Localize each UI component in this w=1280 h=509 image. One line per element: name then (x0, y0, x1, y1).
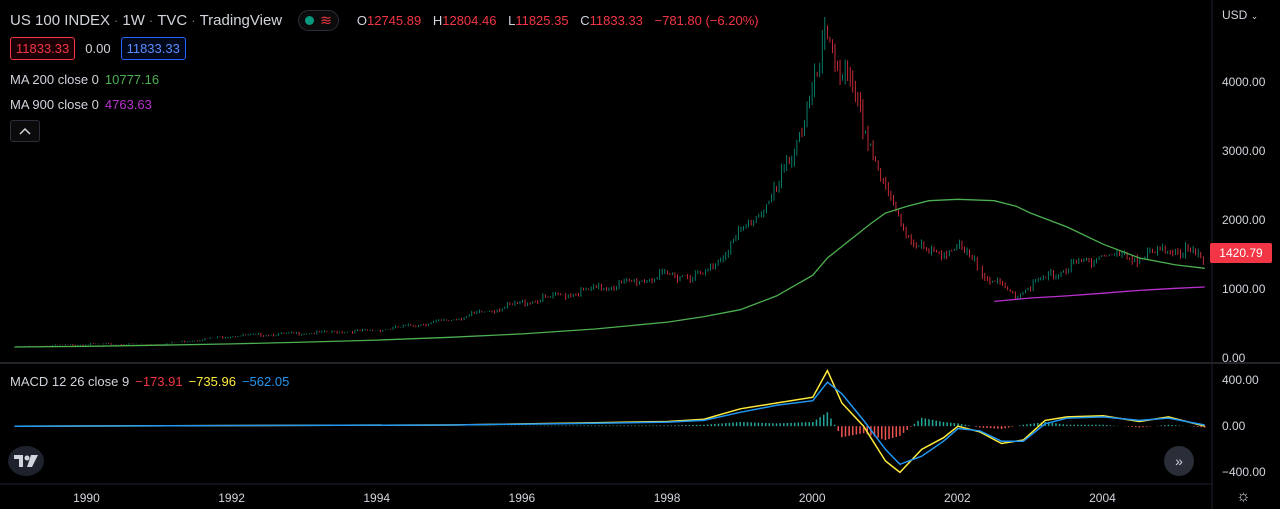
time-tick-label: 1990 (73, 491, 100, 505)
macd-histogram (452, 412, 1206, 441)
close-value: 11833.33 (589, 13, 643, 28)
trade-row: 11833.33 0.00 11833.33 (10, 37, 186, 60)
ma200-value: 10777.16 (104, 72, 160, 87)
price-candles (16, 17, 1204, 348)
time-tick-label: 2002 (943, 491, 971, 505)
price-tick-label: 1000.00 (1222, 282, 1266, 297)
signal-value: −562.05 (241, 374, 290, 389)
sell-button[interactable]: 11833.33 (10, 37, 76, 60)
scroll-to-realtime-button[interactable]: » (1164, 446, 1194, 476)
time-tick-label: 1998 (653, 491, 681, 505)
ma200-label: MA 200 close 0 (10, 72, 99, 87)
double-chevron-right-icon: » (1175, 453, 1183, 469)
macd-line (14, 368, 1205, 474)
macd-tick-label: −400.00 (1222, 465, 1266, 480)
ma900-value: 4763.63 (104, 97, 152, 112)
high-value: 12804.46 (442, 13, 497, 28)
macd-hist-value: −173.91 (135, 374, 183, 389)
close-key: C (580, 13, 590, 28)
price-tick-label: 0.00 (1222, 351, 1246, 365)
interval[interactable]: 1W (122, 12, 145, 29)
ohlc-values: O12745.89 H12804.46 L11825.35 C11833.33 … (349, 13, 759, 28)
ma900-line (994, 286, 1205, 303)
settings-gear-icon[interactable]: ☼ (1236, 488, 1251, 505)
tradingview-logo-icon[interactable] (8, 446, 44, 476)
ma900-legend[interactable]: MA 900 close 0 4763.63 (10, 97, 152, 112)
ma200-legend[interactable]: MA 200 close 0 10777.16 (10, 72, 159, 87)
signal-line (14, 381, 1205, 466)
open-value: 12745.89 (366, 13, 422, 28)
macd-legend[interactable]: MACD 12 26 close 9 −173.91 −735.96 −562.… (10, 374, 289, 389)
last-price-tag: 1420.79 (1210, 243, 1272, 263)
macd-tick-label: 0.00 (1222, 419, 1246, 434)
exchange: TVC (157, 12, 188, 29)
market-status-pill[interactable]: ≋ (298, 10, 339, 31)
time-tick-label: 1992 (218, 491, 245, 505)
price-tick-label: 3000.00 (1222, 144, 1266, 159)
open-key: O (356, 13, 367, 28)
data-source: TradingView (199, 12, 283, 29)
macd-value: −735.96 (188, 374, 236, 389)
macd-label: MACD 12 26 close 9 (10, 374, 130, 389)
ma900-label: MA 900 close 0 (10, 97, 99, 112)
collapse-legend-button[interactable] (10, 120, 40, 142)
wave-icon: ≋ (320, 12, 332, 28)
low-key: L (508, 13, 516, 28)
ma200-line (14, 198, 1205, 348)
time-tick-label: 1994 (363, 491, 391, 505)
market-open-dot-icon (305, 16, 315, 25)
change-value: −781.80 (−6.20%) (654, 13, 759, 28)
macd-tick-label: 400.00 (1222, 372, 1259, 387)
price-tick-label: 4000.00 (1222, 75, 1266, 90)
time-tick-label: 2000 (798, 491, 826, 505)
time-tick-label: 2004 (1089, 491, 1116, 505)
spread-value: 0.00 (85, 41, 111, 56)
high-key: H (432, 13, 443, 28)
time-tick-label: 1996 (508, 491, 536, 505)
price-tick-label: 2000.00 (1222, 213, 1266, 228)
buy-button[interactable]: 11833.33 (120, 37, 186, 60)
symbol-name[interactable]: US 100 INDEX (10, 12, 111, 29)
symbol-legend: US 100 INDEX · 1W · TVC · TradingView ≋ … (10, 10, 759, 31)
low-value: 11825.35 (515, 13, 569, 28)
chevron-down-icon: ⌄ (1250, 11, 1259, 21)
currency-selector[interactable]: USD ⌄ (1222, 8, 1259, 22)
chevron-up-icon (19, 127, 31, 135)
